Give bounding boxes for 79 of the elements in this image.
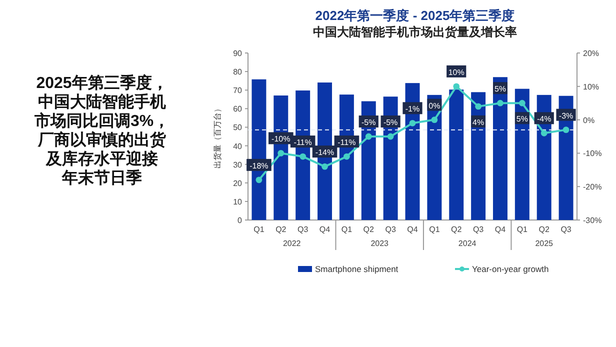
data-label: -3% bbox=[558, 111, 574, 120]
y-tick-label: 90 bbox=[233, 49, 243, 58]
point bbox=[409, 120, 416, 126]
text: 厂商以审慎的出货 bbox=[37, 130, 167, 149]
text: 及库存水平迎接 bbox=[45, 149, 158, 168]
x-tick-label: Q1 bbox=[254, 225, 265, 234]
text: 2024 bbox=[458, 239, 477, 248]
y2-tick-label: -30% bbox=[583, 216, 602, 225]
x-tick-label: Q1 bbox=[341, 225, 353, 234]
point bbox=[365, 133, 372, 140]
text: 2025 bbox=[535, 239, 554, 248]
data-label: -11% bbox=[338, 138, 356, 148]
y-tick-label: 80 bbox=[233, 68, 243, 77]
chart-subtitle: 中国大陆智能手机市场出货量及增长率 bbox=[313, 25, 517, 39]
data-label: -5% bbox=[383, 118, 398, 127]
legend-label: Year-on-year growth bbox=[472, 264, 549, 274]
x-tick-label: Q2 bbox=[363, 225, 375, 234]
text: 2023 bbox=[370, 239, 390, 248]
point bbox=[497, 100, 504, 106]
x-tick-label: Q2 bbox=[451, 225, 462, 234]
y2-tick-label: -10% bbox=[583, 149, 602, 158]
y-tick-label: 10 bbox=[233, 197, 243, 206]
legend-label: Smartphone shipment bbox=[315, 264, 399, 274]
data-label: 5% bbox=[516, 114, 528, 124]
x-tick-label: Q3 bbox=[297, 225, 309, 234]
y2-tick-label: 0% bbox=[583, 116, 595, 125]
text: 中国大陆智能手机 bbox=[38, 93, 166, 111]
y-tick-label: 30 bbox=[233, 160, 243, 170]
data-label: -14% bbox=[315, 148, 334, 158]
data-label: 10% bbox=[448, 68, 464, 77]
data-label: 0% bbox=[428, 101, 440, 110]
data-label: -5% bbox=[362, 118, 376, 127]
y-axis-title: 出货量（百万台） bbox=[213, 104, 222, 168]
data-label: -18% bbox=[250, 161, 268, 170]
point bbox=[431, 116, 438, 123]
y-tick-label: 60 bbox=[233, 104, 243, 114]
data-label: 4% bbox=[472, 118, 484, 127]
point bbox=[256, 176, 262, 184]
point bbox=[300, 153, 306, 160]
x-tick-label: Q3 bbox=[560, 225, 572, 234]
point bbox=[540, 130, 548, 136]
x-tick-label: Q4 bbox=[494, 225, 506, 234]
data-label: -1% bbox=[405, 104, 420, 114]
x-tick-label: Q2 bbox=[276, 225, 287, 234]
x-tick-label: Q3 bbox=[385, 225, 396, 234]
text: 市场同比回调3%， bbox=[33, 112, 170, 130]
x-tick-label: Q2 bbox=[538, 225, 550, 234]
legend: Smartphone shipment bbox=[298, 264, 398, 274]
point bbox=[278, 150, 284, 156]
point bbox=[562, 126, 570, 134]
x-tick-label: Q3 bbox=[472, 225, 484, 234]
point bbox=[344, 153, 350, 160]
data-label: -4% bbox=[536, 114, 552, 124]
y-tick-label: 20 bbox=[233, 178, 243, 188]
bar bbox=[449, 90, 464, 220]
text: 年末节日季 bbox=[61, 169, 142, 187]
y-tick-label: 0 bbox=[238, 216, 243, 225]
y2-tick-label: 20% bbox=[583, 49, 600, 58]
x-tick-label: Q4 bbox=[319, 225, 331, 234]
point bbox=[453, 83, 460, 90]
text: 2025年第三季度， bbox=[36, 73, 168, 92]
x-tick-label: Q1 bbox=[516, 225, 528, 234]
chart-title: 2022年第一季度 - 2025年第三季度 bbox=[315, 8, 515, 23]
point bbox=[387, 133, 394, 140]
y-tick-label: 70 bbox=[233, 86, 243, 96]
y2-tick-label: -20% bbox=[583, 182, 602, 192]
legend: Year-on-year growth bbox=[455, 264, 549, 274]
x-tick-label: Q4 bbox=[407, 225, 418, 234]
data-label: -11% bbox=[294, 138, 312, 148]
data-label: -10% bbox=[272, 134, 290, 144]
point bbox=[322, 163, 328, 170]
x-tick-label: Q1 bbox=[429, 225, 440, 234]
y-tick-label: 50 bbox=[233, 123, 243, 132]
y2-tick-label: 10% bbox=[583, 82, 600, 92]
point bbox=[475, 103, 482, 110]
point bbox=[518, 100, 526, 106]
data-label: 5% bbox=[494, 84, 506, 94]
text: 2022 bbox=[282, 239, 302, 248]
y-tick-label: 40 bbox=[233, 142, 243, 151]
